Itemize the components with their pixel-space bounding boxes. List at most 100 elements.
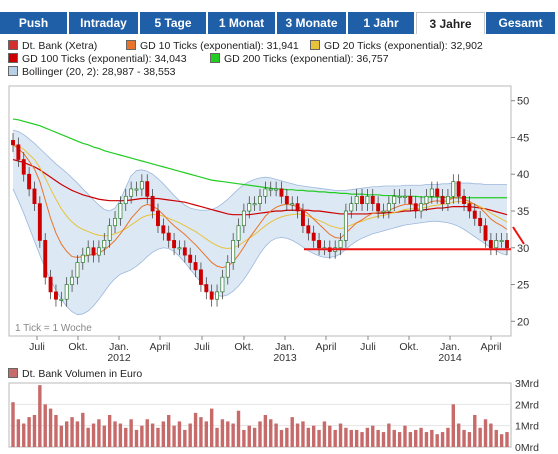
volume-bar [317,429,321,447]
volume-bar [32,415,37,447]
candle-body [295,203,300,212]
candle-body [499,240,504,242]
candle-body [225,262,230,278]
volume-bar [295,423,300,447]
volume-bar [435,434,439,447]
candle-body [204,284,209,293]
volume-bar [236,410,241,447]
volume-bar [150,423,155,447]
candle-body [258,195,262,204]
candle-body [268,188,273,191]
candle-body [64,284,69,300]
volume-bar [107,415,112,447]
volume-bar [499,434,504,447]
tab-push[interactable]: Push [0,12,68,34]
candle-body [505,240,509,249]
volume-bar [161,421,166,447]
candle-body [494,240,499,249]
candle-body [451,181,456,197]
year-label: 2014 [438,352,462,364]
candle-body [360,195,364,204]
volume-bar [204,421,209,447]
line-gd20 [12,144,508,250]
year-label: 2012 [107,352,131,364]
volume-bar [167,415,171,447]
candle-body [354,195,359,204]
volume-bar [91,423,96,447]
candle-body [381,210,386,213]
volume-bar [478,427,482,447]
candle-body [70,276,75,285]
tab-1-jahr[interactable]: 1 Jahr [348,12,415,34]
volume-tick-label: 2Mrd [515,399,539,411]
volume-bar [59,425,64,447]
candle-body [408,195,413,204]
x-tick-label: Juli [360,341,376,353]
tab-3-jahre[interactable]: 3 Jahre [416,12,485,34]
legend-bollinger: Bollinger (20, 2): 28,987 - 38,553 [8,66,176,79]
volume-bar [349,429,353,447]
volume-bar [473,415,477,447]
volume-bar [172,425,176,447]
volume-bar [414,429,418,447]
x-tick-label: Okt. [68,341,87,353]
year-label: 2013 [273,352,297,364]
candle-body [113,218,117,227]
candle-body [290,203,295,206]
legend-swatch-price [8,40,18,50]
tab-gesamt[interactable]: Gesamt [486,12,556,34]
candle-body [376,203,381,212]
candle-body [193,262,198,271]
volume-bar [215,427,219,447]
legend-label-price: Dt. Bank (Xetra) [22,40,98,52]
volume-bar [199,417,203,447]
x-tick-label: Jan. [275,341,295,353]
volume-legend-label: Dt. Bank Volumen in Euro [22,368,143,380]
candle-body [386,203,391,212]
candle-body [220,276,225,293]
x-tick-label: April [315,341,336,353]
legend-gd100: GD 100 Ticks (exponential): 34,043 [8,53,187,66]
candle-body [462,195,466,204]
chart-legend: Dt. Bank (Xetra) GD 10 Ticks (exponentia… [8,40,558,80]
volume-bar [129,419,133,447]
candle-body [274,188,279,191]
volume-bar [156,427,160,447]
volume-bar [456,423,461,447]
candle-body [129,188,134,197]
x-tick-label: Juli [194,341,210,353]
tab-1-monat[interactable]: 1 Monat [208,12,276,34]
x-tick-label: Okt. [399,341,418,353]
volume-bar [311,425,316,447]
bollinger-upper [12,129,507,212]
candle-body [188,254,193,263]
volume-bar [97,419,101,447]
volume-bar [124,427,128,447]
y-tick-label: 45 [517,132,529,144]
volume-bar [285,427,289,447]
legend-swatch-gd10 [126,40,136,50]
candle-body [139,181,144,190]
candle-body [32,188,37,204]
candle-body [231,240,236,263]
tick-note: 1 Tick = 1 Woche [15,323,92,334]
volume-bar [252,427,257,447]
tab-intraday[interactable]: Intraday [69,12,139,34]
tab-3-monate[interactable]: 3 Monate [277,12,347,34]
volume-bar [462,429,466,447]
candle-body [209,291,214,300]
candle-body [134,188,139,191]
candle-body [429,188,434,197]
candle-body [317,240,322,249]
candle-body [21,159,26,175]
volume-bar [301,421,305,447]
candle-body [150,195,155,212]
volume-bar [64,421,69,447]
volume-bar [387,423,391,447]
candle-body [472,210,477,219]
candle-body [182,247,187,256]
volume-bar [397,432,402,447]
candle-body [424,195,429,204]
tab-5-tage[interactable]: 5 Tage [140,12,207,34]
volume-bar [140,425,144,447]
